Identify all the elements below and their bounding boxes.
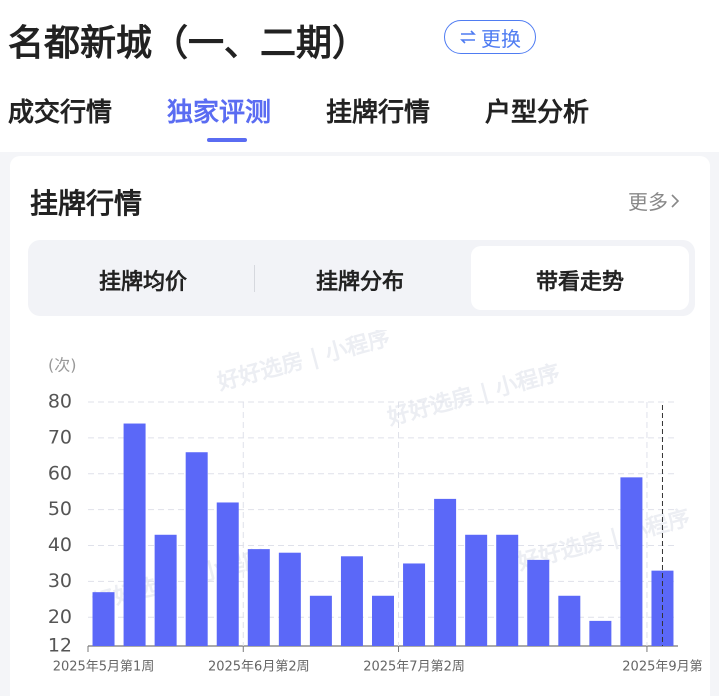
segment-selected-bg: [471, 246, 689, 310]
bar: [340, 556, 363, 646]
y-unit: (次): [48, 356, 77, 375]
chevron: [671, 193, 680, 208]
bar: [465, 534, 488, 646]
bar: [154, 534, 177, 646]
tab[interactable]: 挂牌行情: [326, 98, 431, 128]
switch-icon: [460, 30, 476, 44]
x-tick-label: 2025年9月第: [622, 660, 702, 675]
watermark: 好好选房 | 小程序: [214, 330, 393, 396]
bar: [123, 423, 146, 646]
more-link[interactable]: 更多: [628, 186, 680, 215]
bar: [185, 452, 208, 646]
x-tick-label: 2025年7月第2周: [363, 660, 465, 675]
bar: [403, 563, 426, 646]
tab[interactable]: 户型分析: [485, 98, 590, 128]
bar: [434, 498, 457, 646]
watermark: 好好选房 | 小程序: [384, 360, 563, 431]
segment[interactable]: 挂牌分布: [315, 270, 404, 295]
x-tick-label: 2025年6月第2周: [208, 660, 310, 675]
bar: [278, 552, 301, 646]
more-label: 更多: [628, 190, 668, 214]
y-tick-label: 30: [48, 570, 72, 592]
watermark: 好好选房 | 小程序: [89, 545, 268, 616]
bar: [92, 592, 115, 646]
tab[interactable]: 成交行情: [8, 98, 113, 128]
bar: [558, 595, 581, 646]
x-tick-label: 2025年5月第1周: [53, 660, 155, 675]
y-tick-label: 50: [48, 498, 72, 520]
bar: [372, 595, 394, 646]
bar: [247, 549, 270, 646]
y-tick-label: 12: [48, 635, 72, 657]
page-title: 名都新城（一、二期）: [8, 23, 369, 64]
bar: [496, 534, 519, 646]
y-tick-label: 70: [48, 426, 72, 448]
tab-active[interactable]: 独家评测: [167, 98, 272, 128]
segment[interactable]: 挂牌均价: [98, 270, 187, 295]
y-tick-label: 20: [48, 606, 72, 628]
switch-label: 更换: [481, 26, 521, 51]
bar: [216, 502, 239, 646]
segment-selected[interactable]: 带看走势: [535, 270, 624, 295]
y-tick-label: 60: [48, 462, 72, 484]
tab-indicator: [207, 138, 247, 142]
bar: [589, 620, 612, 646]
bar: [620, 477, 643, 646]
segment-divider: [254, 265, 255, 292]
y-tick-label: 40: [48, 534, 72, 556]
y-tick-label: 80: [48, 391, 72, 413]
card-title: 挂牌行情: [30, 187, 143, 220]
switch-button[interactable]: 更换: [444, 20, 536, 54]
bar: [309, 595, 332, 646]
bar: [527, 559, 550, 646]
